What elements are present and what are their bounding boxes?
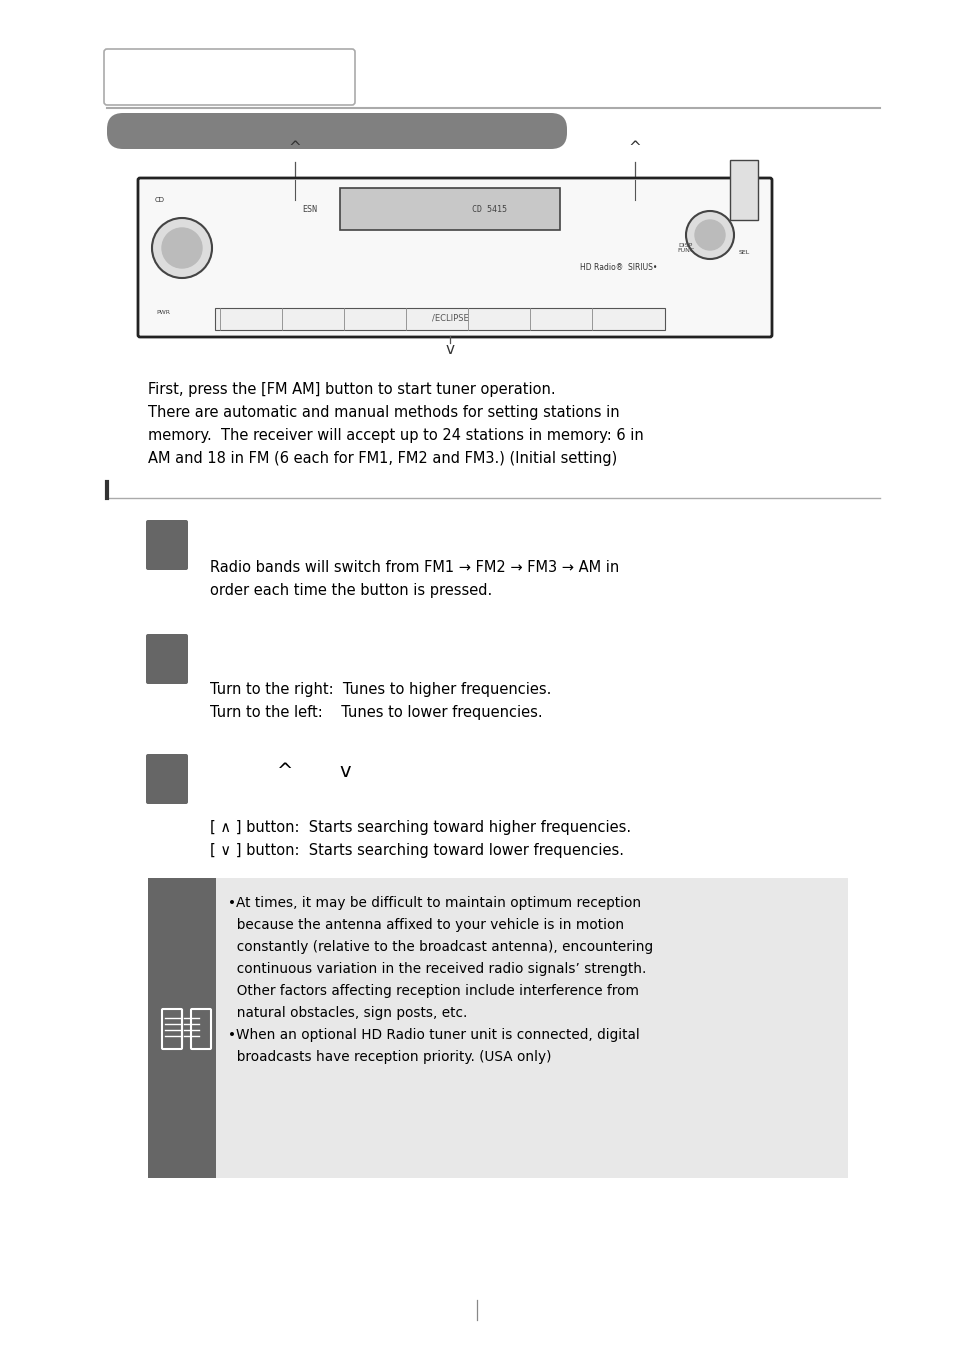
Text: [ ∧ ] button:  Starts searching toward higher frequencies.: [ ∧ ] button: Starts searching toward hi… — [210, 820, 631, 835]
Circle shape — [685, 211, 733, 259]
Text: because the antenna affixed to your vehicle is in motion: because the antenna affixed to your vehi… — [228, 917, 623, 932]
Text: order each time the button is pressed.: order each time the button is pressed. — [210, 583, 492, 598]
FancyBboxPatch shape — [146, 520, 188, 570]
Text: •When an optional HD Radio tuner unit is connected, digital: •When an optional HD Radio tuner unit is… — [228, 1028, 639, 1042]
Text: ^: ^ — [276, 762, 293, 780]
Text: •At times, it may be difficult to maintain optimum reception: •At times, it may be difficult to mainta… — [228, 896, 640, 911]
FancyBboxPatch shape — [146, 753, 188, 804]
Text: /ECLIPSE: /ECLIPSE — [431, 313, 468, 322]
Circle shape — [695, 220, 724, 251]
Text: constantly (relative to the broadcast antenna), encountering: constantly (relative to the broadcast an… — [228, 940, 653, 954]
Text: v: v — [339, 762, 351, 780]
Text: First, press the [FM AM] button to start tuner operation.: First, press the [FM AM] button to start… — [148, 382, 555, 397]
Text: PWR: PWR — [156, 309, 170, 314]
Bar — [339, 188, 559, 230]
Text: AM and 18 in FM (6 each for FM1, FM2 and FM3.) (Initial setting): AM and 18 in FM (6 each for FM1, FM2 and… — [148, 451, 617, 466]
Circle shape — [152, 218, 212, 278]
Text: Turn to the right:  Tunes to higher frequencies.: Turn to the right: Tunes to higher frequ… — [210, 682, 551, 696]
Circle shape — [162, 228, 202, 268]
Text: ^: ^ — [289, 140, 301, 154]
Text: continuous variation in the received radio signals’ strength.: continuous variation in the received rad… — [228, 962, 646, 976]
Text: Turn to the left:    Tunes to lower frequencies.: Turn to the left: Tunes to lower frequen… — [210, 705, 542, 720]
Text: CD: CD — [154, 196, 165, 203]
Text: natural obstacles, sign posts, etc.: natural obstacles, sign posts, etc. — [228, 1005, 467, 1020]
Text: HD Radio®  SIRIUS•: HD Radio® SIRIUS• — [579, 263, 657, 272]
FancyBboxPatch shape — [138, 178, 771, 337]
Text: FM
AM: FM AM — [187, 245, 197, 259]
Text: There are automatic and manual methods for setting stations in: There are automatic and manual methods f… — [148, 405, 619, 420]
Text: [ ∨ ] button:  Starts searching toward lower frequencies.: [ ∨ ] button: Starts searching toward lo… — [210, 843, 623, 858]
Text: ^: ^ — [628, 140, 640, 154]
Bar — [214, 308, 664, 331]
Bar — [729, 160, 758, 220]
FancyBboxPatch shape — [104, 49, 355, 104]
Text: broadcasts have reception priority. (USA only): broadcasts have reception priority. (USA… — [228, 1050, 551, 1064]
FancyBboxPatch shape — [146, 634, 188, 684]
Text: memory.  The receiver will accept up to 24 stations in memory: 6 in: memory. The receiver will accept up to 2… — [148, 428, 643, 443]
Text: ESN: ESN — [302, 206, 317, 214]
Text: Other factors affecting reception include interference from: Other factors affecting reception includ… — [228, 984, 639, 999]
Text: v: v — [445, 341, 454, 356]
FancyBboxPatch shape — [107, 112, 566, 149]
Bar — [148, 878, 215, 1177]
Text: CD 5415: CD 5415 — [472, 206, 507, 214]
Text: Radio bands will switch from FM1 → FM2 → FM3 → AM in: Radio bands will switch from FM1 → FM2 →… — [210, 560, 618, 575]
Text: SEL: SEL — [738, 251, 749, 256]
Text: DISP
FUNC: DISP FUNC — [677, 243, 694, 253]
Bar — [148, 878, 847, 1177]
